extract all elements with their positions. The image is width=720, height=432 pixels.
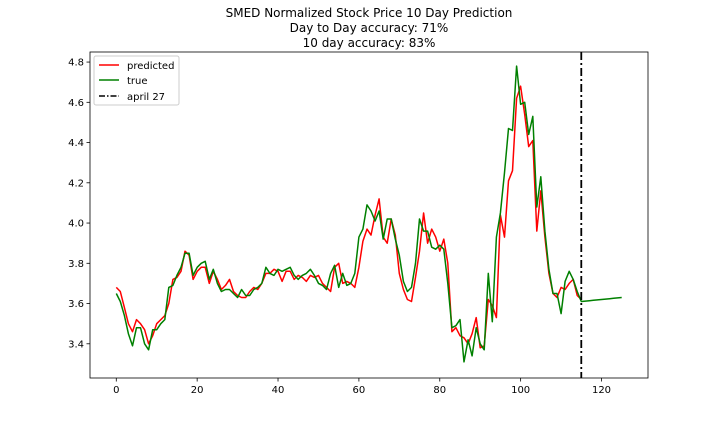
x-tick-label: 100 [511, 385, 530, 396]
y-tick-label: 4.2 [68, 178, 84, 189]
legend-label-true: true [127, 76, 148, 87]
legend-box [93, 55, 180, 106]
x-tick-label: 120 [592, 385, 611, 396]
x-tick-label: 0 [113, 385, 119, 396]
series-line-predicted [115, 85, 582, 349]
x-tick-label: 20 [191, 385, 204, 396]
chart-title: SMED Normalized Stock Price 10 Day Predi… [226, 6, 513, 20]
y-tick-label: 3.8 [68, 259, 84, 270]
series-line-true [115, 65, 622, 363]
legend: predicted true april 27 [93, 55, 180, 106]
y-axis: 3.4 3.6 3.8 4.0 4.2 4.4 4.6 4.8 [68, 58, 90, 350]
y-tick-label: 4.6 [68, 98, 84, 109]
x-tick-label: 80 [433, 385, 446, 396]
chart-subtitle-day-accuracy: Day to Day accuracy: 71% [290, 21, 449, 35]
y-tick-label: 4.4 [68, 138, 84, 149]
x-axis: 0 20 40 60 80 100 120 [113, 378, 611, 396]
y-tick-label: 3.6 [68, 299, 84, 310]
plot-frame [89, 51, 649, 379]
chart-subtitle-10day-accuracy: 10 day accuracy: 83% [303, 36, 436, 50]
legend-label-april-27: april 27 [127, 92, 165, 103]
y-tick-label: 4.0 [68, 219, 84, 230]
y-tick-label: 4.8 [68, 58, 84, 69]
plot-area [115, 52, 622, 378]
legend-label-predicted: predicted [127, 61, 174, 72]
y-tick-label: 3.4 [68, 339, 84, 350]
x-tick-label: 60 [353, 385, 366, 396]
x-tick-label: 40 [272, 385, 285, 396]
